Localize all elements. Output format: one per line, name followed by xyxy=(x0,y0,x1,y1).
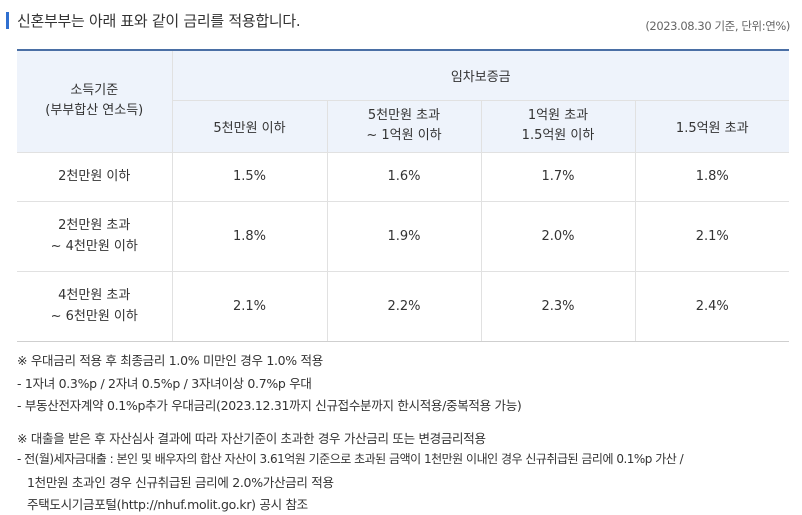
deposit-header: 임차보증금 xyxy=(171,49,789,101)
rate-cell: 2.3% xyxy=(480,270,636,342)
deposit-column-header: 5천만원 이하 xyxy=(171,99,328,153)
deposit-column-header: 1.5억원 초과 xyxy=(634,99,789,153)
income-cell: 4천만원 초과 ~ 6천만원 이하 xyxy=(17,270,173,342)
rate-cell: 1.8% xyxy=(634,151,789,202)
income-cell: 2천만원 초과 ~ 4천만원 이하 xyxy=(17,200,173,272)
preferential-note-title: ※ 우대금리 적용 후 최종금리 1.0% 미만인 경우 1.0% 적용 xyxy=(17,353,323,368)
interest-rate-table: 소득기준 (부부합산 연소득) 임차보증금 5천만원 이하 5천만원 초과 ~ … xyxy=(17,49,789,342)
review-note-title: ※ 대출을 받은 후 자산심사 결과에 따라 자산기준이 초과한 경우 가산금리… xyxy=(17,431,486,446)
income-header-line1: 소득기준 xyxy=(70,83,119,99)
review-note-line: - 전(월)세자금대출 : 본인 및 배우자의 합산 자산이 3.61억원 기준… xyxy=(17,452,684,466)
section-title: 신혼부부는 아래 표와 같이 금리를 적용합니다. xyxy=(17,12,301,30)
table-row: 2천만원 초과 ~ 4천만원 이하 1.8% 1.9% 2.0% 2.1% xyxy=(17,200,789,272)
rate-cell: 1.7% xyxy=(480,151,636,202)
rate-cell: 1.8% xyxy=(171,200,328,272)
title-accent-bar xyxy=(6,12,9,29)
rate-cell: 2.1% xyxy=(171,270,328,342)
unit-note: (2023.08.30 기준, 단위:연%) xyxy=(645,19,790,33)
rate-cell: 2.4% xyxy=(634,270,789,342)
rate-cell: 1.9% xyxy=(326,200,482,272)
deposit-column-header: 5천만원 초과 ~ 1억원 이하 xyxy=(326,99,482,153)
table-row: 4천만원 초과 ~ 6천만원 이하 2.1% 2.2% 2.3% 2.4% xyxy=(17,270,789,342)
deposit-column-header: 1억원 초과 1.5억원 이하 xyxy=(480,99,636,153)
rate-cell: 1.6% xyxy=(326,151,482,202)
review-note-line: 1천만원 초과인 경우 신규취급된 금리에 2.0%가산금리 적용 xyxy=(27,475,334,490)
review-note-line: 주택도시기금포털(http://nhuf.molit.go.kr) 공시 참조 xyxy=(27,497,308,512)
income-header-line2: (부부합산 연소득) xyxy=(45,103,144,119)
income-header: 소득기준 (부부합산 연소득) xyxy=(17,49,173,153)
section-header: 신혼부부는 아래 표와 같이 금리를 적용합니다. (2023.08.30 기준… xyxy=(0,9,802,33)
income-cell: 2천만원 이하 xyxy=(17,151,173,202)
rate-cell: 2.0% xyxy=(480,200,636,272)
rate-cell: 1.5% xyxy=(171,151,328,202)
rate-cell: 2.2% xyxy=(326,270,482,342)
rate-cell: 2.1% xyxy=(634,200,789,272)
table-row: 2천만원 이하 1.5% 1.6% 1.7% 1.8% xyxy=(17,151,789,202)
preferential-note-item: - 부동산전자계약 0.1%p추가 우대금리(2023.12.31까지 신규접수… xyxy=(17,398,522,413)
preferential-note-item: - 1자녀 0.3%p / 2자녀 0.5%p / 3자녀이상 0.7%p 우대 xyxy=(17,376,312,391)
